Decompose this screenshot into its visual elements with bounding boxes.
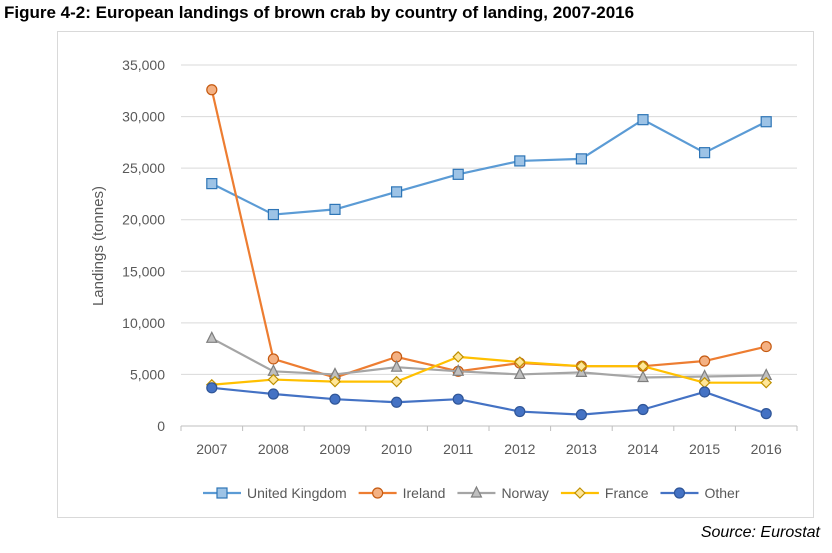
data-point-united-kingdom [637, 114, 649, 126]
data-point-other [391, 396, 403, 408]
data-point-norway [390, 359, 403, 372]
legend-item-norway: Norway [457, 485, 549, 501]
series-other [206, 382, 772, 421]
legend-marker [470, 485, 483, 498]
legend-label: Norway [501, 485, 548, 501]
source-note: Source: Eurostat [700, 524, 820, 541]
legend-marker [372, 487, 384, 499]
data-point-norway [205, 330, 218, 343]
data-point-france [637, 360, 649, 373]
data-point-france [329, 375, 341, 388]
y-tick-label: 0 [157, 418, 165, 434]
data-point-united-kingdom [514, 155, 526, 167]
series-line-other [211, 386, 767, 416]
x-tick-label: 2016 [751, 441, 782, 457]
data-point-other [637, 403, 649, 416]
data-point-france [760, 376, 773, 389]
legend-label: France [605, 485, 649, 501]
series-line-united-kingdom [211, 118, 767, 216]
y-tick-label: 35,000 [122, 57, 165, 73]
data-point-other [267, 388, 279, 400]
x-tick-label: 2012 [504, 441, 535, 457]
series-ireland [206, 84, 772, 384]
legend-item-united-kingdom: United Kingdom [203, 485, 347, 501]
x-tick-label: 2015 [689, 441, 720, 457]
y-axis-ticks: 0 5,000 10,000 15,000 20,000 25,000 30,000 35,0… [122, 57, 165, 434]
data-point-ireland [760, 340, 772, 353]
y-tick-label: 20,000 [122, 212, 165, 228]
y-tick-label: 25,000 [122, 160, 165, 176]
x-tick-label: 2009 [319, 441, 350, 457]
series-line-norway [211, 337, 767, 379]
data-point-ireland [698, 355, 711, 367]
data-point-france [513, 356, 526, 368]
legend-label: United Kingdom [247, 485, 347, 501]
data-point-france [267, 373, 280, 386]
series-group [205, 84, 773, 421]
legend-item-france: France [560, 485, 649, 501]
data-point-united-kingdom [452, 168, 464, 180]
data-point-united-kingdom [575, 153, 588, 165]
data-point-united-kingdom [267, 208, 279, 221]
x-axis-ticks: 2007 2008 2009 2010 2011 2012 2013 2014 2015 2016 [180, 425, 798, 457]
data-point-norway [513, 367, 526, 380]
data-point-other [329, 393, 341, 405]
legend: United Kingdom Ireland Norway France Other [203, 485, 740, 501]
series-line-france [211, 355, 767, 386]
data-point-other [206, 382, 218, 394]
data-point-france [575, 360, 588, 373]
data-point-ireland [206, 84, 218, 96]
series-line-ireland [210, 89, 767, 379]
data-point-united-kingdom [206, 178, 218, 190]
legend-marker [216, 487, 228, 499]
x-tick-label: 2011 [443, 441, 473, 457]
legend-item-ireland: Ireland [358, 485, 446, 501]
legend-item-other: Other [660, 485, 740, 501]
y-axis-label: Landings (tonnes) [90, 186, 107, 306]
figure-title: Figure 4-2: European landings of brown c… [4, 3, 635, 22]
data-point-ireland [267, 353, 279, 365]
y-tick-label: 10,000 [122, 315, 165, 331]
data-point-norway [452, 363, 465, 376]
legend-marker [574, 487, 586, 499]
data-point-united-kingdom [329, 203, 341, 215]
data-point-france [452, 351, 465, 363]
y-tick-label: 15,000 [122, 263, 165, 279]
data-point-other [514, 405, 526, 418]
data-point-other [575, 409, 588, 421]
x-tick-label: 2014 [627, 441, 658, 457]
data-point-united-kingdom [760, 116, 772, 128]
series-norway [205, 330, 773, 383]
series-united-kingdom [206, 114, 772, 221]
x-tick-label: 2007 [196, 441, 227, 457]
data-point-united-kingdom [698, 147, 711, 159]
x-tick-label: 2008 [258, 441, 289, 457]
series-france [205, 351, 773, 391]
data-point-united-kingdom [391, 186, 403, 198]
x-tick-label: 2010 [381, 441, 412, 457]
data-point-norway [637, 370, 649, 383]
legend-marker [673, 487, 686, 499]
data-point-france [390, 375, 403, 388]
legend-label: Ireland [403, 485, 446, 501]
legend-label: Other [704, 485, 739, 501]
chart-frame [57, 31, 814, 518]
y-tick-label: 5,000 [130, 366, 165, 382]
data-point-other [760, 408, 772, 420]
x-tick-label: 2013 [566, 441, 597, 457]
y-tick-label: 30,000 [122, 109, 165, 125]
data-point-other [452, 393, 464, 405]
data-point-other [698, 386, 711, 398]
